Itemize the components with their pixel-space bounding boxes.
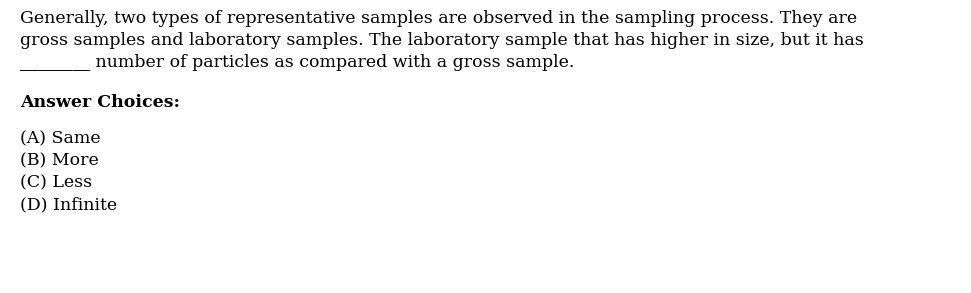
Text: Answer Choices:: Answer Choices: [20,94,180,111]
Text: (C) Less: (C) Less [20,174,92,191]
Text: (B) More: (B) More [20,152,99,169]
Text: ________: ________ [20,54,90,71]
Text: Generally, two types of representative samples are observed in the sampling proc: Generally, two types of representative s… [20,10,857,27]
Text: (D) Infinite: (D) Infinite [20,196,117,213]
Text: ________: ________ [20,54,90,71]
Text: (A) Same: (A) Same [20,130,101,147]
Text: number of particles as compared with a gross sample.: number of particles as compared with a g… [90,54,575,71]
Text: gross samples and laboratory samples. The laboratory sample that has higher in s: gross samples and laboratory samples. Th… [20,32,864,49]
